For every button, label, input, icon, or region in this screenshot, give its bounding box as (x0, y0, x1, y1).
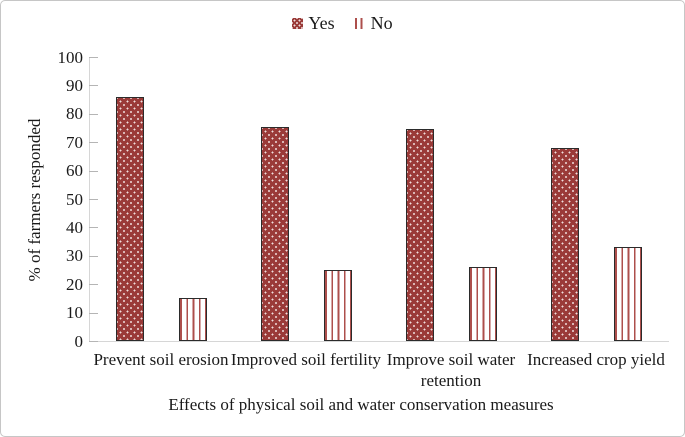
bar-yes-3 (406, 128, 434, 341)
y-tick-mark (89, 255, 98, 257)
y-tick-label: 60 (66, 161, 83, 181)
bar-yes-4 (551, 147, 579, 341)
y-tick-label: 0 (74, 331, 84, 351)
y-tick-label: 20 (66, 274, 83, 294)
legend-swatch-no-pattern-icon (354, 17, 366, 29)
y-tick-mark (89, 312, 98, 314)
x-axis-line (89, 341, 669, 342)
y-tick-label: 90 (66, 75, 83, 95)
y-tick-label: 50 (66, 189, 83, 209)
y-tick-label: 10 (66, 303, 83, 323)
y-tick-mark (89, 85, 98, 87)
legend-item-yes: Yes (292, 13, 335, 33)
bar-no-3 (469, 267, 497, 341)
y-tick-mark (89, 199, 98, 200)
bar-no-4 (614, 247, 642, 341)
x-category-label: Prevent soil erosion (93, 350, 229, 369)
y-tick-mark (89, 113, 98, 115)
y-tick-mark (89, 170, 98, 172)
y-tick-mark (89, 341, 98, 342)
legend: Yes No (1, 13, 684, 33)
y-tick-mark (89, 284, 98, 286)
y-tick-mark (89, 227, 98, 229)
x-category-label: Increased crop yield (527, 350, 665, 369)
x-category-label: Improved soil fertility (230, 350, 382, 369)
x-axis-title: Effects of physical soil and water conse… (168, 395, 554, 414)
bar-no-2 (324, 270, 352, 341)
legend-item-no: No (354, 13, 393, 33)
bar-yes-2 (261, 126, 289, 341)
y-tick-mark (89, 142, 98, 144)
y-tick-label: 80 (66, 104, 83, 124)
legend-swatch-yes-pattern-icon (292, 17, 304, 29)
legend-label-yes: Yes (308, 13, 335, 33)
legend-label-no: No (370, 13, 393, 33)
y-tick-label: 70 (66, 132, 83, 152)
y-tick-label: 100 (57, 47, 84, 67)
bar-yes-1 (116, 96, 144, 341)
x-category-label: Improve soil water retention (386, 350, 516, 390)
y-tick-label: 30 (66, 246, 83, 266)
y-tick-label: 40 (66, 217, 83, 237)
y-tick-mark (89, 57, 98, 58)
bar-no-1 (179, 298, 207, 341)
